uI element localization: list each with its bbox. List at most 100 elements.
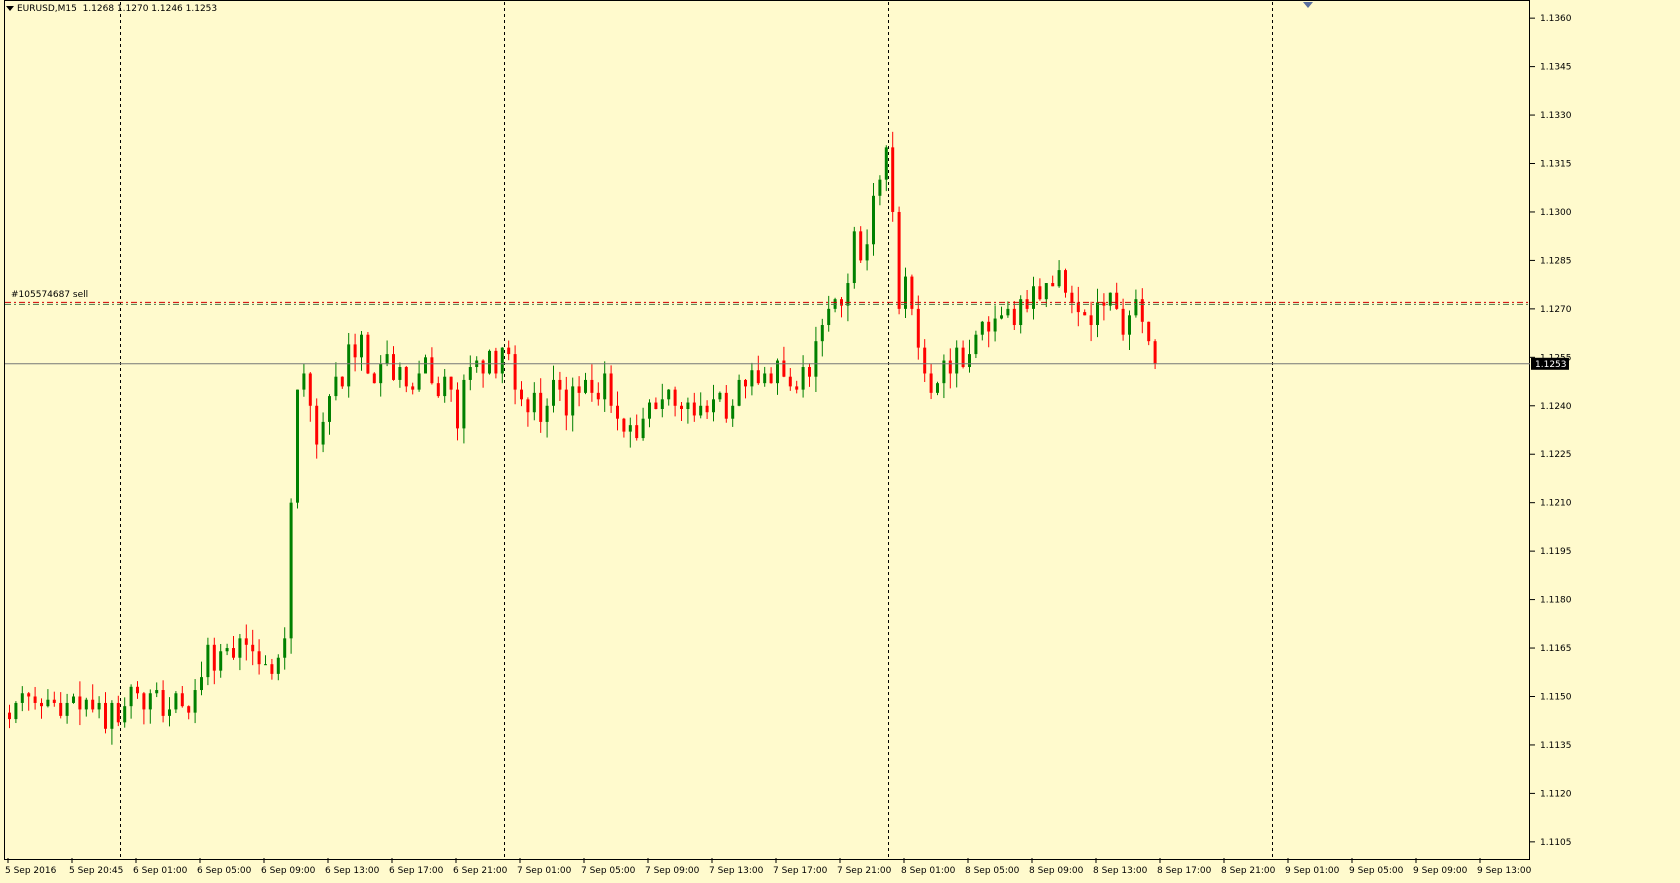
x-tick-label: 6 Sep 09:00 <box>261 866 316 876</box>
candle-bull <box>628 425 632 432</box>
x-tick-label: 8 Sep 09:00 <box>1029 866 1084 876</box>
candle-bull <box>878 179 882 196</box>
x-tick-label: 5 Sep 20:45 <box>69 866 123 876</box>
y-tick-label: 1.1135 <box>1540 741 1572 751</box>
candle-bull <box>686 402 690 410</box>
candle-bull <box>846 283 850 306</box>
x-tick-label: 7 Sep 05:00 <box>581 866 636 876</box>
candle-bear <box>705 405 709 413</box>
candle-bear <box>1140 299 1144 322</box>
candle-bull <box>648 402 651 419</box>
candle-bull <box>980 321 984 335</box>
candle-bear <box>520 389 523 400</box>
candle-bull <box>1044 283 1048 300</box>
x-tick-label: 6 Sep 21:00 <box>453 866 508 876</box>
candle-bull <box>129 686 133 707</box>
candle-bear <box>340 376 344 387</box>
candle-bull <box>200 677 203 691</box>
candle-bear <box>404 367 408 387</box>
candle-bear <box>948 360 952 374</box>
candle-bull <box>1019 299 1023 326</box>
candle-bull <box>552 379 555 406</box>
x-tick-label: 9 Sep 09:00 <box>1413 866 1468 876</box>
candle-bear <box>91 699 95 710</box>
candle-bear <box>929 373 933 393</box>
candle-bull <box>968 354 971 368</box>
candle-bear <box>456 389 459 429</box>
y-tick-label: 1.1315 <box>1540 160 1572 170</box>
candle-bull <box>852 231 856 284</box>
candle-bear <box>513 354 517 390</box>
candle-bull <box>379 363 383 384</box>
candle-bull <box>488 350 491 374</box>
candle-bear <box>308 373 312 406</box>
candle-bull <box>462 379 466 429</box>
candle-bull <box>820 325 824 342</box>
candle-bear <box>859 231 863 261</box>
x-tick-label: 7 Sep 17:00 <box>773 866 828 876</box>
candle-bear <box>782 360 786 377</box>
candle-bear <box>635 425 639 439</box>
y-tick-label: 1.1330 <box>1540 111 1572 121</box>
candle-bear <box>251 644 255 652</box>
candle-bull <box>97 702 101 710</box>
y-tick-label: 1.1150 <box>1540 692 1572 702</box>
candle-bear <box>987 321 991 332</box>
candle-bear <box>1012 308 1016 326</box>
candle-bull <box>993 318 997 332</box>
candle-bear <box>609 373 613 406</box>
candle-bull <box>718 392 722 400</box>
menu-triangle-icon[interactable] <box>6 6 14 11</box>
candle-bear <box>411 386 415 390</box>
x-tick-label: 7 Sep 09:00 <box>645 866 700 876</box>
candle-bull <box>328 396 331 422</box>
shift-marker-icon[interactable] <box>1303 2 1313 8</box>
y-tick-label: 1.1180 <box>1540 596 1572 606</box>
current-price-label: 1.1253 <box>1535 360 1567 370</box>
candle-bear <box>59 702 63 716</box>
candle-bear <box>1083 312 1087 316</box>
x-tick-label: 6 Sep 01:00 <box>133 866 188 876</box>
candle-bear <box>673 389 677 406</box>
candle-bull <box>955 347 959 374</box>
candle-bull <box>424 357 427 374</box>
candle-bear <box>507 347 511 355</box>
candle-bull <box>667 389 671 400</box>
candle-bear <box>526 399 530 413</box>
candle-bear <box>142 693 146 710</box>
y-tick-label: 1.1300 <box>1540 208 1572 218</box>
y-tick-label: 1.1210 <box>1540 499 1572 509</box>
candle-bull <box>65 702 69 716</box>
candle-bull <box>712 399 715 413</box>
candle-bear <box>1153 341 1157 364</box>
candle-bull <box>468 367 472 380</box>
candle-bear <box>257 651 261 665</box>
candle-bull <box>264 664 267 666</box>
candle-bear <box>596 392 600 400</box>
candle-bear <box>116 702 120 723</box>
y-tick-label: 1.1195 <box>1540 547 1572 557</box>
current-price-box <box>1531 357 1569 370</box>
candle-bear <box>212 644 216 671</box>
candle-bull <box>276 657 280 674</box>
candle-bear <box>564 389 568 416</box>
x-tick-label: 8 Sep 01:00 <box>901 866 956 876</box>
candle-bear <box>1102 302 1106 306</box>
candle-bear <box>654 402 658 410</box>
x-tick-label: 8 Sep 17:00 <box>1157 866 1212 876</box>
candle-bull <box>417 373 421 390</box>
candle-bull <box>283 638 287 658</box>
price-lines: 1.1253 <box>5 301 1569 370</box>
candle-bear <box>897 211 901 309</box>
x-tick-label: 6 Sep 13:00 <box>325 866 380 876</box>
candle-bear <box>244 638 248 645</box>
candle-bear <box>449 376 453 390</box>
candle-bull <box>385 354 389 364</box>
candle-bear <box>40 702 43 707</box>
x-tick-label: 5 Sep 2016 <box>5 866 57 876</box>
candle-bull <box>14 702 18 720</box>
candle-bear <box>1121 308 1125 335</box>
x-tick-label: 7 Sep 13:00 <box>709 866 764 876</box>
